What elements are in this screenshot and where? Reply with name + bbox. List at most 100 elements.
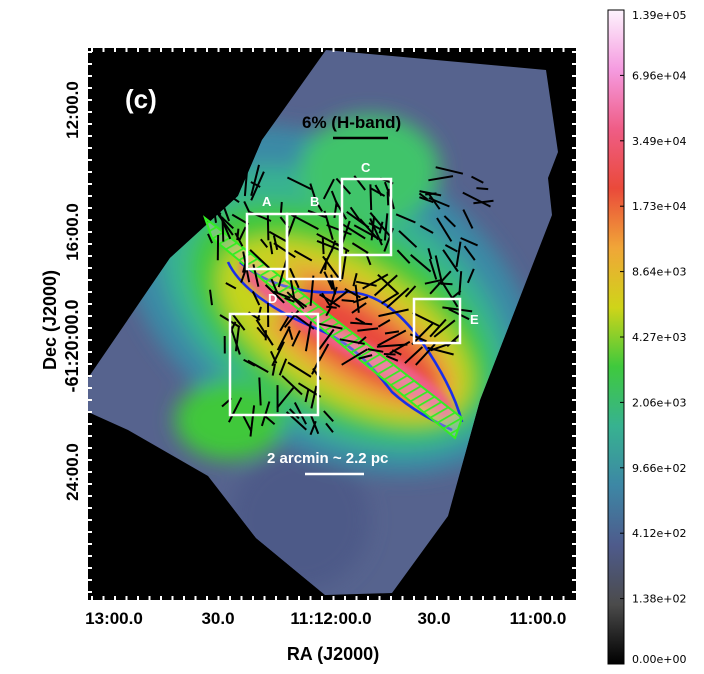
polarization-vector — [273, 242, 296, 259]
polarization-vector — [318, 293, 341, 308]
polarization-vector — [209, 289, 213, 306]
polarization-vector — [291, 330, 301, 347]
polarization-vector — [351, 242, 369, 254]
polarization-vector — [309, 275, 315, 306]
polarization-vector — [294, 249, 313, 262]
polarization-vector — [286, 291, 305, 310]
polarization-vector — [279, 201, 283, 215]
panel-label: (c) — [125, 84, 157, 114]
polarization-vector — [415, 343, 436, 366]
polarization-vector — [260, 238, 269, 249]
polarization-vector — [429, 270, 452, 295]
polarization-vector — [452, 290, 462, 299]
x-axis-title: RA (J2000) — [287, 644, 379, 664]
polarization-vector — [427, 193, 441, 210]
polarization-vector — [324, 258, 328, 271]
region-box-e — [412, 297, 462, 345]
polarization-vector — [323, 271, 334, 290]
polarization-vector — [376, 343, 408, 348]
polarization-vector — [293, 402, 307, 425]
polarization-vector — [335, 177, 352, 195]
colorbar-label: 9.66e+02 — [632, 462, 686, 475]
polarization-vector — [424, 279, 442, 285]
polarization-vector — [434, 255, 444, 286]
polarization-vector — [349, 206, 361, 221]
polarization-vector — [471, 175, 484, 184]
polarization-vector — [243, 200, 251, 213]
polarization-vector — [369, 212, 391, 237]
polarization-vector — [309, 413, 320, 435]
polarization-vector — [258, 377, 262, 406]
polarization-vector — [247, 359, 269, 373]
polarization-vector — [385, 354, 399, 362]
polarization-vector — [291, 214, 319, 230]
region-label-c: C — [361, 160, 371, 175]
polarization-vector — [315, 201, 323, 212]
polarization-vector — [276, 326, 291, 351]
polarization-vector — [341, 299, 355, 303]
polarization-vector — [341, 348, 368, 366]
polarization-vector — [316, 239, 343, 252]
polarization-vector — [436, 217, 453, 242]
polarization-vector — [276, 387, 295, 409]
polarization-vector — [250, 181, 261, 188]
polarization-vector — [466, 268, 475, 284]
polarization-vector — [273, 290, 291, 299]
polarization-vector — [351, 302, 367, 314]
polarization-vector — [386, 191, 390, 206]
polarization-vector — [362, 273, 389, 290]
polarization-vector — [286, 176, 312, 190]
polarization-vector — [309, 183, 316, 199]
polarization-vector — [231, 312, 246, 331]
polarization-vector — [358, 354, 373, 360]
polarization-vector — [286, 214, 297, 239]
polarization-vector — [433, 319, 456, 338]
frame-ticks — [88, 48, 576, 600]
polarization-vector — [279, 316, 290, 332]
polarization-vector — [339, 338, 365, 345]
polarization-vector — [373, 274, 398, 297]
polarization-vector — [284, 296, 295, 303]
polarization-vector — [455, 241, 462, 268]
polarization-vector — [213, 208, 234, 236]
polarization-vector — [225, 282, 237, 290]
polarization-vector — [322, 178, 335, 200]
polarization-vector — [410, 254, 432, 273]
polarization-vector — [272, 235, 279, 251]
polarization-vector — [428, 175, 454, 182]
polarization-vector — [383, 213, 389, 241]
polarization-vector — [289, 279, 296, 299]
polarization-vector — [370, 215, 376, 241]
polarization-vector — [249, 249, 270, 269]
polarization-vector — [316, 233, 344, 249]
polarization-vector — [269, 241, 274, 255]
colorbar-ticks — [620, 9, 624, 665]
polarization-vector — [240, 267, 248, 283]
polarization-vector — [396, 249, 411, 264]
polarization-vector — [224, 191, 240, 204]
polarization-scale-label: 6% (H-band) — [302, 113, 401, 132]
polarization-vector — [229, 325, 241, 355]
polarization-vector — [268, 230, 289, 243]
colorbar-label: 6.96e+04 — [632, 69, 686, 82]
polarization-vector — [443, 215, 457, 228]
polarization-vector — [290, 311, 315, 330]
colorbar-label: 3.49e+04 — [632, 135, 686, 148]
polarization-vector — [378, 221, 384, 234]
polarization-vector — [427, 248, 433, 260]
polarization-vector — [378, 308, 409, 318]
polarization-vector — [369, 187, 386, 197]
polarization-vector — [440, 280, 459, 308]
polarization-vector — [333, 202, 338, 219]
region-label-d: D — [268, 291, 277, 306]
polarization-vector — [355, 317, 366, 325]
polarization-vector — [473, 199, 494, 205]
polarization-vector — [243, 166, 249, 197]
polarization-vector — [281, 375, 303, 396]
polarization-vector — [243, 358, 256, 367]
polarization-vector — [462, 209, 474, 229]
polarization-vector — [428, 258, 438, 280]
y-tick-label: 24:00.0 — [63, 443, 82, 501]
colorbar-label: 1.73e+04 — [632, 200, 686, 213]
polarization-vector — [251, 290, 261, 306]
